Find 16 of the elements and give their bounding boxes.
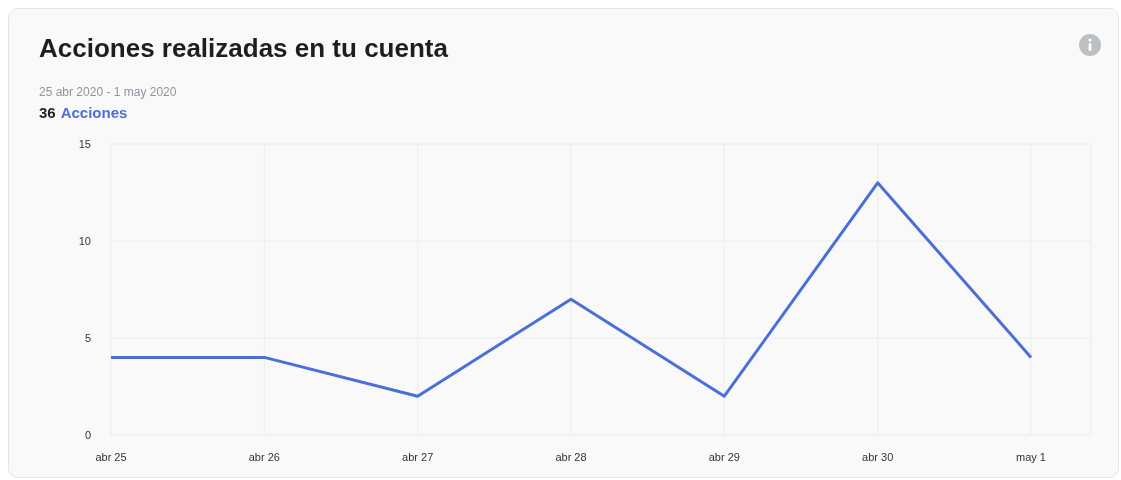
y-tick-label: 5	[84, 331, 91, 344]
x-tick-label: abr 26	[248, 450, 280, 463]
x-tick-label: abr 29	[708, 450, 740, 463]
text: Acciones	[60, 104, 128, 121]
chart-title: Acciones realizadas en tu cuenta	[39, 33, 448, 64]
x-tick-label: abr 30	[862, 450, 894, 463]
chart-subtitle: 25 abr 2020 - 1 may 2020	[39, 85, 177, 99]
y-tick-label: 0	[84, 428, 91, 441]
x-tick-label: abr 27	[402, 450, 434, 463]
line-series	[109, 181, 1033, 398]
text: 36	[39, 104, 56, 121]
x-tick-label: abr 28	[555, 450, 587, 463]
y-tick-label: 15	[78, 137, 91, 150]
y-tick-label: 10	[78, 234, 91, 247]
x-tick-label: abr 25	[95, 450, 127, 463]
x-tick-label: may 1	[1016, 450, 1046, 463]
